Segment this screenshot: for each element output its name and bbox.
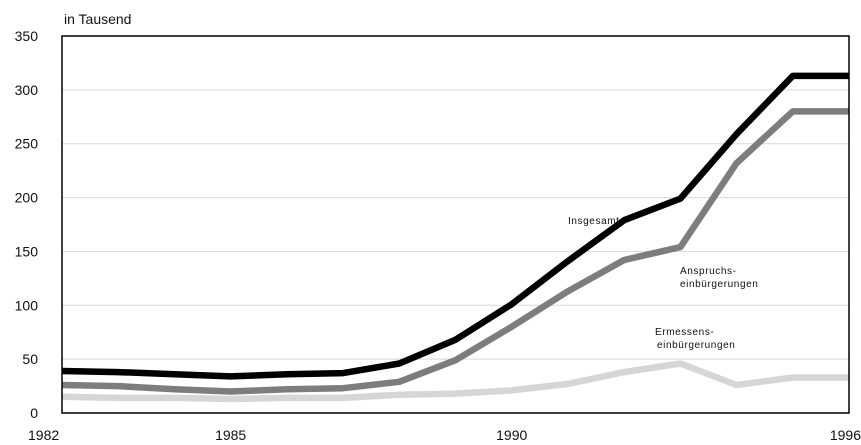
y-tick-label: 300 [15, 82, 39, 98]
series-label-1: Anspruchs-einbürgerungen [680, 266, 758, 290]
x-axis-ticks: 1982 1985 1990 1996 [28, 427, 861, 443]
plot-frame [61, 35, 850, 414]
y-tick-label: 150 [15, 243, 39, 259]
series-labels: Insgesamt Anspruchs-einbürgerungen Ermesse… [568, 216, 758, 351]
y-tick-label: 350 [15, 28, 39, 44]
y-axis-ticks: 0 50 100 150 200 250 300 350 [15, 28, 39, 421]
x-tick-label: 1982 [28, 427, 59, 443]
series-label-2: Ermessens-einbürgerungen [655, 327, 735, 351]
y-tick-label: 100 [15, 297, 39, 313]
x-tick-label: 1996 [830, 427, 861, 443]
series-label-0: Insgesamt [568, 216, 620, 227]
series-line-0 [61, 72, 849, 380]
y-tick-label: 0 [30, 405, 38, 421]
series-line-2 [61, 360, 849, 403]
x-tick-label: 1990 [496, 427, 527, 443]
series-line-1 [61, 108, 849, 395]
x-tick-label: 1985 [215, 427, 246, 443]
y-tick-label: 200 [15, 190, 39, 206]
y-axis-unit-label: in Tausend [64, 11, 131, 27]
y-tick-label: 50 [22, 351, 38, 367]
y-tick-label: 250 [15, 136, 39, 152]
series-lines [61, 72, 849, 403]
grid-lines [62, 89, 849, 360]
